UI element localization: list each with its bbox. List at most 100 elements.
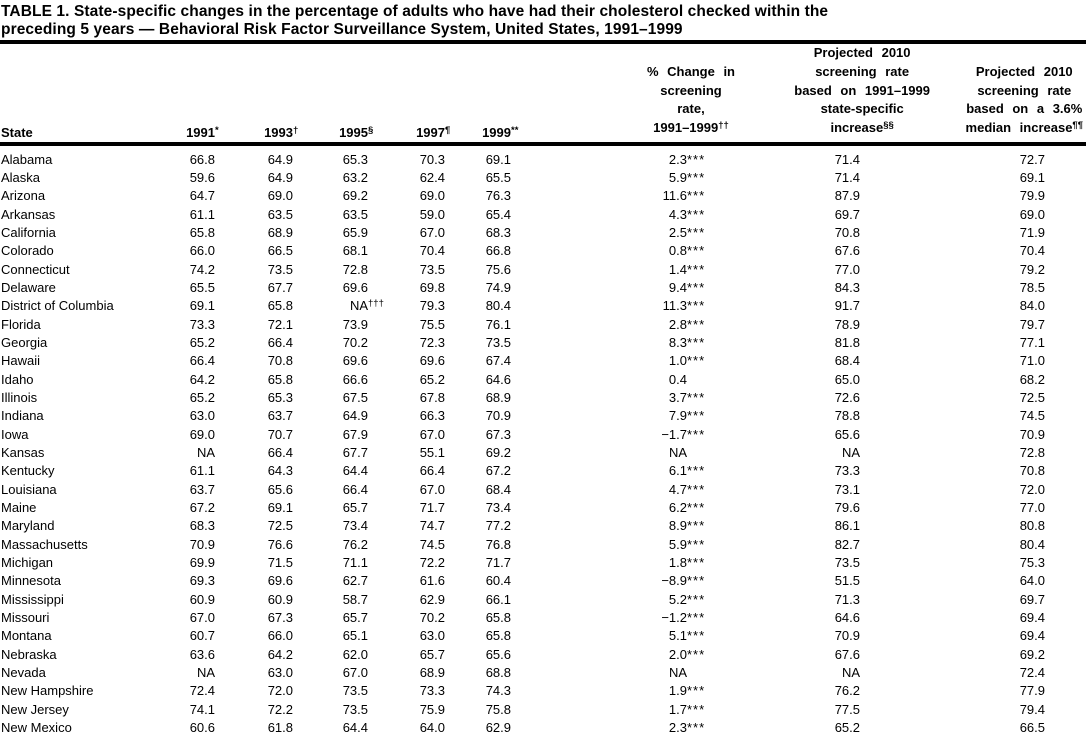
table-row: Indiana 63.0 63.7 64.9 66.3 70.9 7.9 *** 78.8 74.… (0, 407, 1086, 425)
cell-proj-state-specific: 77.5 (834, 701, 860, 717)
cell-proj-state-specific: 77.0 (834, 261, 860, 277)
table-row: Delaware 65.5 67.7 69.6 69.8 74.9 9.4 *** 84.3 78… (0, 278, 1086, 296)
table-title-line2: preceding 5 years — Behavioral Risk Fact… (1, 20, 683, 38)
value: 75.9 (419, 701, 445, 717)
cell-proj-median: 68.2 (1019, 371, 1045, 387)
cell-pct-change: 2.3 *** (518, 720, 740, 735)
cell-state: Nebraska (1, 646, 57, 662)
value: 5.1 (668, 628, 687, 644)
cell-1999: 76.1 (452, 317, 518, 332)
value: 59.6 (189, 169, 215, 185)
value: 69.9 (189, 554, 215, 570)
cell-proj-median: 77.0 (1019, 499, 1045, 515)
cell-1993: 61.8 (222, 720, 300, 735)
value: 67.0 (342, 664, 368, 680)
value: 70.8 (267, 353, 293, 369)
cell-1997: 72.3 (375, 335, 452, 350)
cell-proj-median: 75.3 (1019, 554, 1045, 570)
table-row: Maryland 68.3 72.5 73.4 74.7 77.2 8.9 *** 86.1 80… (0, 517, 1086, 535)
cell-state: Maryland (1, 518, 55, 534)
value: 66.4 (267, 334, 293, 350)
cell-1995: 65.9 (300, 225, 375, 240)
value: 65.6 (485, 646, 511, 662)
cell-pct-change: 1.4 *** (518, 262, 740, 277)
cell-proj-state-specific: 65.6 (834, 426, 860, 442)
header-line: Projected 2010 (813, 45, 911, 60)
cell-proj-median: 79.7 (1019, 316, 1045, 332)
cell-1997: 73.3 (375, 683, 452, 698)
value: 65.7 (342, 499, 368, 515)
cell-1995: 62.0 (300, 647, 375, 662)
cell-1993: 67.3 (222, 610, 300, 625)
value: −1.7 (661, 426, 687, 442)
value: 69.0 (189, 426, 215, 442)
cell-1997: 74.5 (375, 537, 452, 552)
value: 66.5 (267, 243, 293, 259)
value: 60.9 (267, 591, 293, 607)
value: 2.3 (668, 719, 687, 735)
cell-state: Hawaii (1, 353, 41, 369)
cell-proj-state-specific: 67.6 (834, 243, 860, 259)
value: −1.2 (661, 609, 687, 625)
cell-state: Delaware (1, 279, 56, 295)
table-title: TABLE 1. State-specific changes in the p… (0, 0, 1086, 38)
significance-stars: *** (687, 151, 706, 167)
cell-pct-change: 11.3 *** (518, 298, 740, 313)
cell-state: Michigan (1, 554, 54, 570)
cell-1999: 75.6 (452, 262, 518, 277)
significance-stars: *** (687, 243, 706, 259)
cell-1991: 59.6 (170, 170, 222, 185)
cell-pct-change: 9.4 *** (518, 280, 740, 295)
cell-1993: 72.1 (222, 317, 300, 332)
value: 67.0 (189, 609, 215, 625)
value: 64.0 (419, 719, 445, 735)
cell-pct-change: 8.3 *** (518, 335, 740, 350)
cell-proj-median: 71.9 (1019, 224, 1045, 240)
cell-proj-median: 69.1 (1019, 169, 1045, 185)
value: 5.9 (668, 169, 687, 185)
value: −8.9 (661, 573, 687, 589)
value: 8.9 (668, 518, 687, 534)
table-title-line1: TABLE 1. State-specific changes in the p… (1, 3, 829, 20)
value: 59.0 (419, 206, 445, 222)
cell-1997: 70.2 (375, 610, 452, 625)
cell-1991: NA (170, 445, 222, 460)
value: 63.7 (189, 481, 215, 497)
table-row: Georgia 65.2 66.4 70.2 72.3 73.5 8.3 *** 81.8 77.… (0, 333, 1086, 351)
significance-stars: *** (687, 298, 706, 314)
value: 68.8 (485, 664, 511, 680)
value: 1.4 (668, 261, 687, 277)
column-header-1993: 1993 † (222, 125, 300, 143)
value: 70.9 (189, 536, 215, 552)
table-row: California 65.8 68.9 65.9 67.0 68.3 2.5 *** 70.8… (0, 223, 1086, 241)
cell-1997: 79.3 (375, 298, 452, 313)
value: NA (668, 444, 687, 460)
value: 66.8 (485, 243, 511, 259)
value: 69.3 (189, 573, 215, 589)
value: 70.3 (419, 151, 445, 167)
cell-1997: 62.9 (375, 592, 452, 607)
value: 73.5 (419, 261, 445, 277)
value: 65.5 (485, 169, 511, 185)
value: 4.7 (668, 481, 687, 497)
table-row: Arkansas 61.1 63.5 63.5 59.0 65.4 4.3 *** 69.7 69… (0, 205, 1086, 223)
cell-1993: 70.8 (222, 353, 300, 368)
value: 66.6 (342, 371, 368, 387)
cell-1997: 67.0 (375, 427, 452, 442)
year-footnote-mark: † (293, 124, 299, 136)
cell-pct-change: 5.9 *** (518, 170, 740, 185)
value: 5.2 (668, 591, 687, 607)
cell-1997: 75.5 (375, 317, 452, 332)
value: 66.4 (419, 463, 445, 479)
cell-1999: 66.1 (452, 592, 518, 607)
cell-1993: 70.7 (222, 427, 300, 442)
cell-1991: 61.1 (170, 463, 222, 478)
value: 64.9 (267, 169, 293, 185)
header-line: state-specific (820, 101, 904, 117)
cell-proj-state-specific: 84.3 (834, 279, 860, 295)
value: 69.2 (485, 444, 511, 460)
cell-1991: 72.4 (170, 683, 222, 698)
cell-1999: 80.4 (452, 298, 518, 313)
cell-1991: 66.4 (170, 353, 222, 368)
cell-proj-state-specific: 76.2 (834, 683, 860, 699)
